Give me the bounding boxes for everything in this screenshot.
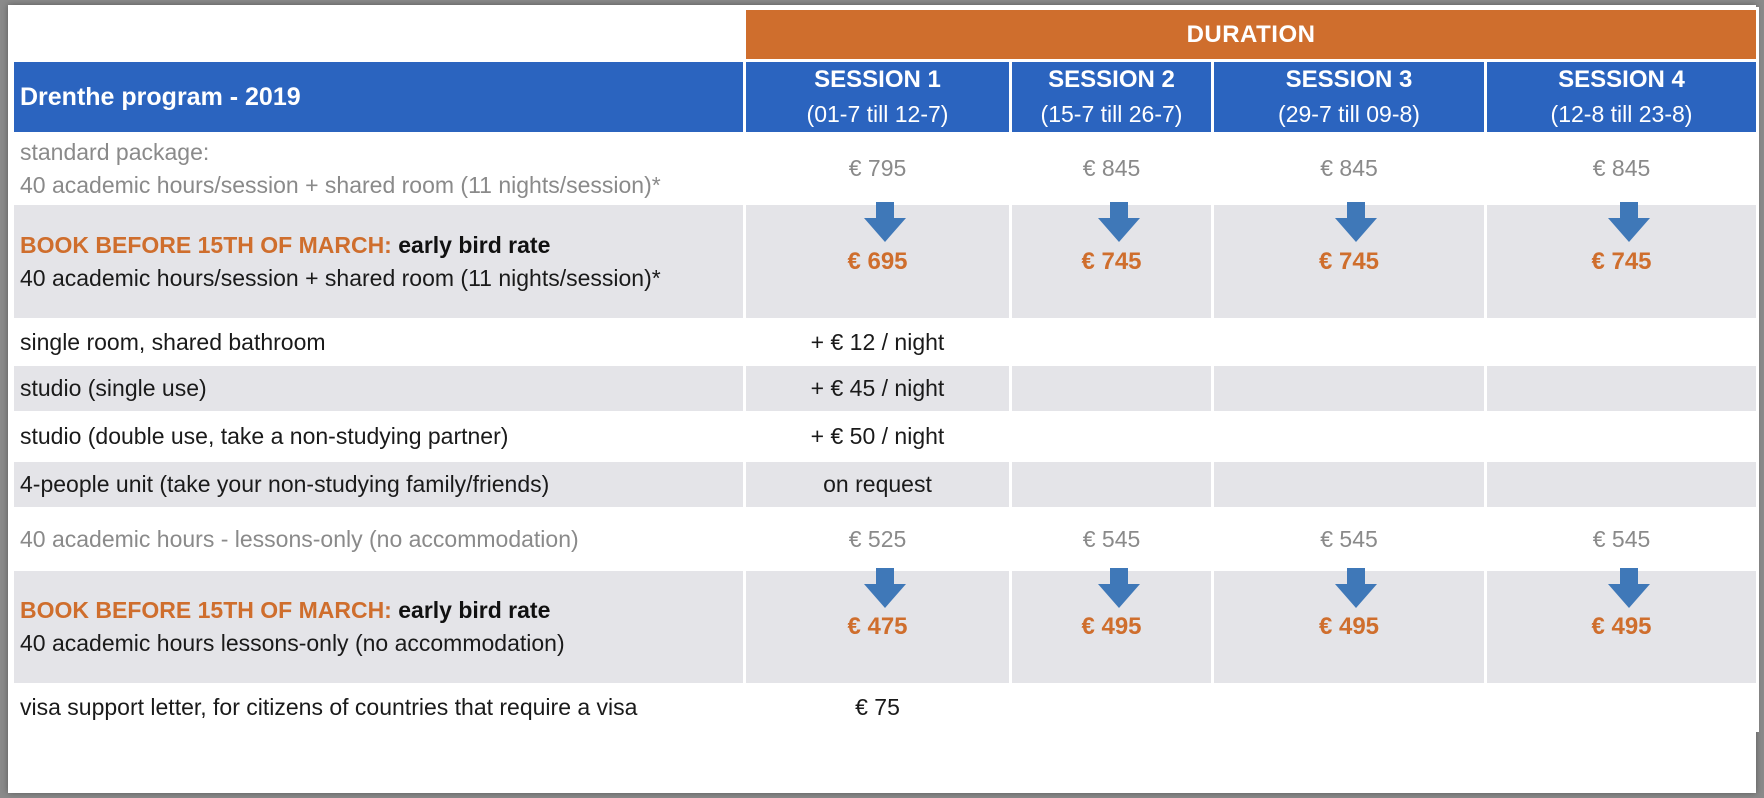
empty-cell bbox=[1009, 318, 1214, 366]
early-price-session-4: € 745 bbox=[1591, 247, 1652, 275]
down-arrow-icon bbox=[1606, 202, 1652, 244]
session-4-header: SESSION 4 (12-8 till 23-8) bbox=[1484, 59, 1759, 135]
session-2-dates: (15-7 till 26-7) bbox=[1040, 101, 1183, 127]
early-lessons-price-session-4: € 495 bbox=[1591, 613, 1652, 640]
early-lessons-cell-2: € 495 bbox=[1009, 568, 1214, 686]
early-bird-lessons-desc: 40 academic hours lessons-only (no accom… bbox=[20, 630, 565, 656]
standard-package-title: standard package: bbox=[20, 138, 210, 165]
session-1-dates: (01-7 till 12-7) bbox=[806, 101, 949, 127]
empty-cell bbox=[1211, 411, 1487, 462]
visa-letter-price: € 75 bbox=[743, 683, 1012, 732]
early-price-cell-3: € 745 bbox=[1211, 202, 1487, 321]
down-arrow-icon bbox=[1096, 568, 1142, 610]
session-2-header: SESSION 2 (15-7 till 26-7) bbox=[1009, 59, 1214, 135]
empty-cell bbox=[1484, 363, 1759, 414]
down-arrow-icon bbox=[862, 568, 908, 610]
standard-price-session-3: € 845 bbox=[1211, 132, 1487, 205]
pricing-table: DURATION Drenthe program - 2019 SESSION … bbox=[11, 7, 1759, 732]
early-price-cell-2: € 745 bbox=[1009, 202, 1214, 321]
down-arrow-icon bbox=[1606, 568, 1652, 610]
empty-cell bbox=[1484, 683, 1759, 732]
session-3-name: SESSION 3 bbox=[1285, 66, 1413, 93]
early-bird-lessons-row: BOOK BEFORE 15TH OF MARCH: early bird ra… bbox=[11, 568, 1759, 686]
lessons-price-session-3: € 545 bbox=[1211, 507, 1487, 571]
studio-single-row: studio (single use) + € 45 / night bbox=[11, 363, 1759, 414]
early-bird-lessons-prefix: BOOK BEFORE 15TH OF MARCH: bbox=[20, 597, 392, 623]
early-bird-prefix: BOOK BEFORE 15TH OF MARCH: bbox=[20, 231, 392, 258]
early-price-cell-1: € 695 bbox=[743, 202, 1012, 321]
lessons-price-session-4: € 545 bbox=[1484, 507, 1759, 571]
standard-package-label: standard package: 40 academic hours/sess… bbox=[11, 132, 746, 205]
empty-cell bbox=[1211, 459, 1487, 510]
four-people-unit-row: 4-people unit (take your non-studying fa… bbox=[11, 459, 1759, 510]
early-bird-package-desc: 40 academic hours/session + shared room … bbox=[20, 264, 661, 291]
early-price-session-1: € 695 bbox=[847, 247, 908, 275]
session-1-name: SESSION 1 bbox=[814, 66, 941, 93]
blank-header-cell bbox=[11, 7, 746, 62]
duration-header: DURATION bbox=[743, 7, 1759, 62]
early-bird-package-label: BOOK BEFORE 15TH OF MARCH: early bird ra… bbox=[11, 202, 746, 321]
studio-single-label: studio (single use) bbox=[11, 363, 746, 414]
standard-price-session-2: € 845 bbox=[1009, 132, 1214, 205]
standard-package-row: standard package: 40 academic hours/sess… bbox=[11, 132, 1759, 205]
early-lessons-price-session-3: € 495 bbox=[1318, 613, 1380, 640]
session-4-dates: (12-8 till 23-8) bbox=[1550, 101, 1693, 127]
empty-cell bbox=[1009, 363, 1214, 414]
down-arrow-icon bbox=[1333, 202, 1379, 244]
early-price-session-2: € 745 bbox=[1081, 247, 1142, 275]
early-lessons-cell-3: € 495 bbox=[1211, 568, 1487, 686]
single-room-label: single room, shared bathroom bbox=[11, 318, 746, 366]
session-1-header: SESSION 1 (01-7 till 12-7) bbox=[743, 59, 1012, 135]
down-arrow-icon bbox=[862, 202, 908, 244]
down-arrow-icon bbox=[1096, 202, 1142, 244]
visa-letter-label: visa support letter, for citizens of cou… bbox=[11, 683, 746, 732]
empty-cell bbox=[1009, 683, 1214, 732]
four-people-unit-price: on request bbox=[743, 459, 1012, 510]
session-header-row: Drenthe program - 2019 SESSION 1 (01-7 t… bbox=[11, 59, 1759, 135]
standard-price-session-4: € 845 bbox=[1484, 132, 1759, 205]
lessons-only-row: 40 academic hours - lessons-only (no acc… bbox=[11, 507, 1759, 571]
lessons-price-session-1: € 525 bbox=[743, 507, 1012, 571]
session-3-header: SESSION 3 (29-7 till 09-8) bbox=[1211, 59, 1487, 135]
session-4-name: SESSION 4 bbox=[1558, 66, 1685, 93]
single-room-row: single room, shared bathroom + € 12 / ni… bbox=[11, 318, 1759, 366]
empty-cell bbox=[1484, 459, 1759, 510]
studio-double-label: studio (double use, take a non-studying … bbox=[11, 411, 746, 462]
standard-price-session-1: € 795 bbox=[743, 132, 1012, 205]
session-2-name: SESSION 2 bbox=[1048, 66, 1175, 93]
four-people-unit-label: 4-people unit (take your non-studying fa… bbox=[11, 459, 746, 510]
single-room-price: + € 12 / night bbox=[743, 318, 1012, 366]
studio-double-price: + € 50 / night bbox=[743, 411, 1012, 462]
empty-cell bbox=[1484, 411, 1759, 462]
early-lessons-cell-1: € 475 bbox=[743, 568, 1012, 686]
early-bird-lessons-label: BOOK BEFORE 15TH OF MARCH: early bird ra… bbox=[11, 568, 746, 686]
duration-header-row: DURATION bbox=[11, 7, 1759, 62]
session-3-dates: (29-7 till 09-8) bbox=[1278, 101, 1420, 127]
program-title: Drenthe program - 2019 bbox=[11, 59, 746, 135]
early-price-cell-4: € 745 bbox=[1484, 202, 1759, 321]
standard-package-desc: 40 academic hours/session + shared room … bbox=[20, 171, 661, 198]
studio-double-row: studio (double use, take a non-studying … bbox=[11, 411, 1759, 462]
visa-letter-row: visa support letter, for citizens of cou… bbox=[11, 683, 1759, 732]
lessons-only-label: 40 academic hours - lessons-only (no acc… bbox=[11, 507, 746, 571]
down-arrow-icon bbox=[1333, 568, 1379, 610]
early-lessons-cell-4: € 495 bbox=[1484, 568, 1759, 686]
early-lessons-price-session-2: € 495 bbox=[1081, 613, 1142, 640]
empty-cell bbox=[1211, 363, 1487, 414]
studio-single-price: + € 45 / night bbox=[743, 363, 1012, 414]
empty-cell bbox=[1211, 683, 1487, 732]
empty-cell bbox=[1009, 411, 1214, 462]
empty-cell bbox=[1484, 318, 1759, 366]
pricing-table-frame: DURATION Drenthe program - 2019 SESSION … bbox=[8, 5, 1759, 793]
lessons-price-session-2: € 545 bbox=[1009, 507, 1214, 571]
early-price-session-3: € 745 bbox=[1318, 247, 1380, 275]
early-bird-package-row: BOOK BEFORE 15TH OF MARCH: early bird ra… bbox=[11, 202, 1759, 321]
early-bird-rate-text: early bird rate bbox=[391, 231, 551, 258]
early-bird-lessons-rate-text: early bird rate bbox=[391, 597, 551, 623]
empty-cell bbox=[1211, 318, 1487, 366]
empty-cell bbox=[1009, 459, 1214, 510]
early-lessons-price-session-1: € 475 bbox=[847, 613, 908, 640]
